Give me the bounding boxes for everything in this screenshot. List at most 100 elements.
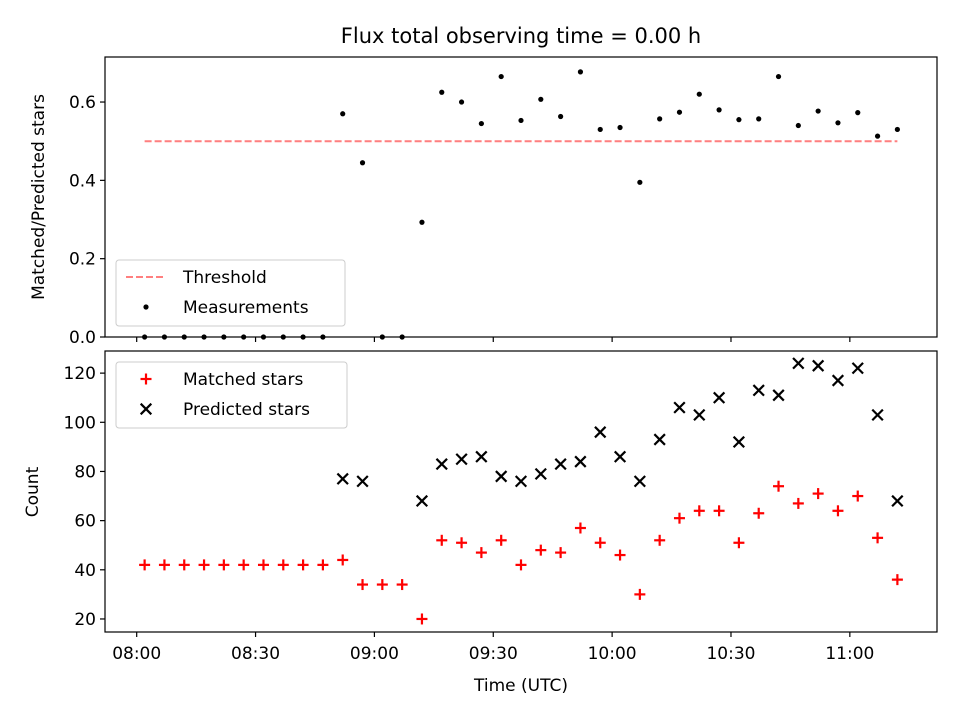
- measurement-point: [736, 117, 742, 123]
- matched-star-marker: [713, 505, 725, 517]
- legend-measurements-swatch: [143, 304, 149, 310]
- matched-star-marker: [872, 532, 884, 544]
- predicted-star-marker: [831, 374, 845, 387]
- count-plot-area: [139, 357, 904, 625]
- measurement-point: [696, 91, 702, 97]
- measurement-point: [597, 126, 603, 133]
- matched-star-marker: [376, 579, 388, 591]
- count-y-tick-label: 40: [74, 561, 96, 581]
- matched-star-marker: [614, 549, 626, 561]
- predicted-star-marker: [891, 494, 904, 508]
- predicted-star-marker: [792, 357, 805, 370]
- measurement-point: [379, 334, 385, 340]
- legend-predicted-label: Predicted stars: [183, 400, 310, 420]
- count-y-tick-label: 20: [74, 610, 96, 630]
- predicted-star-marker: [514, 475, 528, 488]
- measurement-point: [161, 334, 168, 340]
- predicted-star-marker: [554, 458, 567, 471]
- measurement-point: [201, 334, 207, 340]
- measurement-point: [577, 69, 584, 75]
- predicted-star-marker: [613, 450, 627, 463]
- measurement-point: [320, 334, 326, 340]
- matched-star-marker: [773, 480, 785, 492]
- matched-star-marker: [158, 559, 170, 571]
- measurement-point: [558, 113, 564, 120]
- legend-predicted-swatch: [139, 402, 153, 416]
- measurement-point: [518, 117, 524, 124]
- count-y-tick-label: 120: [64, 364, 96, 384]
- measurement-point: [241, 334, 247, 340]
- predicted-star-marker: [653, 433, 666, 446]
- predicted-star-marker: [871, 408, 884, 421]
- measurement-point: [617, 124, 623, 131]
- legend-threshold-label: Threshold: [182, 268, 267, 288]
- matched-star-marker: [475, 547, 487, 559]
- measurement-point: [340, 111, 346, 117]
- matched-star-marker: [832, 505, 844, 517]
- matched-star-marker: [654, 534, 666, 546]
- matched-star-marker: [198, 559, 210, 571]
- count-x-tick-label: 10:30: [706, 644, 755, 664]
- predicted-star-marker: [435, 458, 448, 471]
- measurement-point: [399, 334, 405, 340]
- measurement-point: [676, 109, 683, 115]
- matched-star-marker: [891, 574, 903, 586]
- predicted-star-marker: [475, 450, 488, 463]
- measurement-point: [359, 160, 366, 166]
- predicted-star-marker: [673, 401, 686, 414]
- measurement-point: [637, 179, 643, 185]
- matched-star-marker: [733, 537, 745, 549]
- matched-star-marker: [812, 488, 824, 500]
- count-x-tick-label: 09:00: [350, 644, 399, 664]
- predicted-star-marker: [633, 475, 646, 488]
- predicted-star-marker: [812, 359, 825, 372]
- predicted-star-marker: [752, 384, 765, 397]
- ratio-plot-frame: [104, 56, 938, 338]
- matched-star-marker: [436, 534, 448, 546]
- matched-star-marker: [238, 559, 250, 571]
- matched-star-marker: [297, 559, 309, 571]
- measurement-point: [874, 133, 881, 139]
- count-panel: 20 40 60 80 100 120 08:00 08:30 09:00 09:30 10:00…: [23, 350, 938, 696]
- count-y-tick-label: 100: [64, 413, 96, 433]
- measurement-point: [795, 122, 801, 129]
- ratio-y-tick-label: 0.0: [69, 328, 96, 348]
- matched-star-marker: [277, 559, 289, 571]
- predicted-star-marker: [534, 467, 547, 480]
- ratio-plot-area: [142, 69, 900, 340]
- ratio-panel: 0.0 0.2 0.4 0.6 Matched/Predicted stars Thr…: [29, 56, 938, 348]
- ratio-legend: Threshold Measurements: [115, 259, 346, 327]
- count-x-tick-label: 11:00: [825, 644, 874, 664]
- measurement-point: [855, 110, 861, 116]
- ratio-x-axis: [136, 337, 851, 342]
- legend-predicted-marker: [139, 402, 153, 416]
- matched-star-marker: [515, 559, 527, 571]
- measurement-point: [439, 89, 445, 95]
- matched-star-marker: [535, 544, 547, 556]
- ratio-y-tick-label: 0.2: [69, 250, 96, 270]
- count-y-tick-label: 60: [74, 512, 96, 532]
- matched-star-marker: [357, 579, 369, 591]
- measurement-point: [280, 334, 286, 340]
- count-legend: Matched stars Predicted stars: [115, 361, 348, 429]
- matched-star-marker: [139, 559, 151, 571]
- measurement-point: [419, 219, 425, 225]
- predicted-star-marker: [455, 453, 468, 466]
- figure-title: Flux total observing time = 0.00 h: [341, 24, 701, 48]
- ratio-y-axis-label: Matched/Predicted stars: [29, 94, 49, 300]
- legend-matched-swatch: [140, 373, 152, 385]
- legend-measurements-label: Measurements: [183, 298, 309, 318]
- matched-star-marker: [673, 512, 685, 524]
- predicted-star-marker: [574, 455, 587, 468]
- measurement-point: [716, 107, 722, 113]
- matched-star-marker: [594, 537, 606, 549]
- matched-star-marker: [317, 559, 329, 571]
- measurement-point: [815, 108, 821, 114]
- matched-star-marker: [555, 547, 567, 559]
- measurement-point: [260, 334, 267, 340]
- matched-star-marker: [178, 559, 190, 571]
- matched-star-marker: [495, 534, 507, 546]
- matched-star-marker: [456, 537, 468, 549]
- predicted-star-marker: [693, 408, 706, 421]
